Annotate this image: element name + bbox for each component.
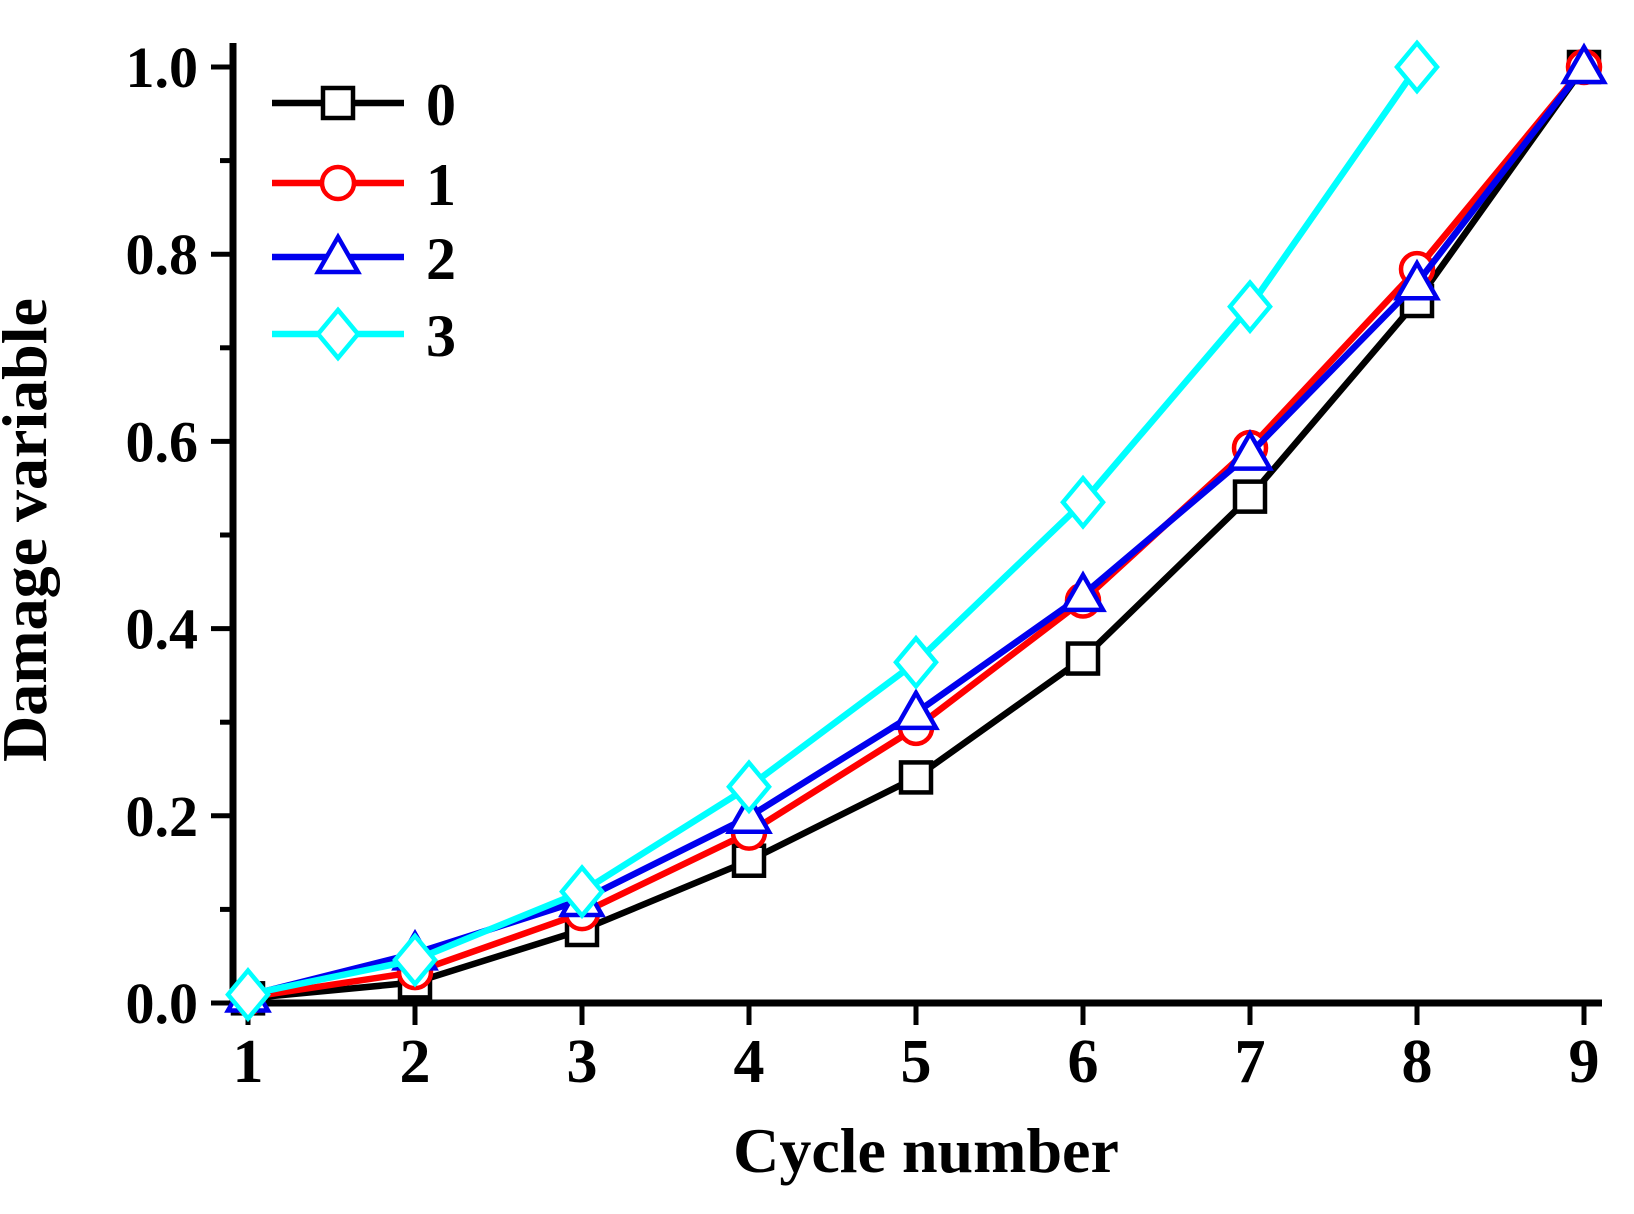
y-tick-label: 0.2 bbox=[126, 784, 199, 849]
legend-marker-3 bbox=[315, 306, 361, 362]
legend-label-1: 1 bbox=[426, 152, 456, 218]
series-0-marker bbox=[1065, 641, 1101, 676]
legend-marker-0 bbox=[320, 85, 356, 121]
series-line-3 bbox=[247, 65, 1420, 998]
series-0-marker bbox=[898, 760, 934, 795]
chart-generated-layer: 0.0 0.2 0.4 0.6 0.8 1.0 1 2 3 4 5 6 7 8 9 0 1 2 3 bbox=[126, 35, 1608, 1096]
y-tick-label: 1.0 bbox=[126, 35, 199, 100]
x-axis-title: Cycle number bbox=[733, 1115, 1119, 1186]
x-tick-label: 3 bbox=[567, 1028, 598, 1096]
legend-label-3: 3 bbox=[426, 303, 456, 369]
x-tick-label: 7 bbox=[1235, 1028, 1266, 1096]
y-tick-label: 0.4 bbox=[126, 597, 199, 662]
legend-marker-1 bbox=[319, 164, 357, 202]
series-3-marker bbox=[1227, 279, 1273, 335]
legend-label-0: 0 bbox=[426, 72, 456, 138]
x-tick-label: 4 bbox=[734, 1028, 765, 1096]
series-3-marker bbox=[559, 864, 605, 920]
y-tick-label: 0.6 bbox=[126, 409, 199, 474]
y-tick-label: 0.0 bbox=[126, 971, 199, 1036]
legend-marker-2 bbox=[314, 232, 362, 275]
series-3-marker bbox=[893, 634, 939, 690]
series-3-marker bbox=[726, 759, 772, 815]
x-tick-label: 9 bbox=[1569, 1028, 1600, 1096]
series-0-marker bbox=[1232, 479, 1268, 514]
series-2-marker bbox=[1226, 429, 1274, 471]
x-tick-label: 8 bbox=[1402, 1028, 1433, 1096]
x-tick-label: 1 bbox=[233, 1028, 264, 1096]
series-3-marker bbox=[225, 967, 271, 1023]
x-tick-label: 5 bbox=[901, 1028, 932, 1096]
series-2-marker bbox=[892, 688, 940, 731]
series-3-marker bbox=[392, 932, 438, 988]
x-tick-label: 2 bbox=[400, 1028, 431, 1096]
x-tick-label: 6 bbox=[1068, 1028, 1099, 1096]
series-2-marker bbox=[1393, 258, 1441, 301]
series-2-marker bbox=[1560, 42, 1608, 85]
series-3-marker bbox=[1394, 39, 1440, 95]
series-2-marker bbox=[1059, 570, 1107, 613]
y-tick-label: 0.8 bbox=[126, 222, 199, 287]
series-3-marker bbox=[1060, 474, 1106, 530]
legend-label-2: 2 bbox=[426, 226, 456, 292]
y-axis-title: Damage variable bbox=[0, 298, 60, 762]
